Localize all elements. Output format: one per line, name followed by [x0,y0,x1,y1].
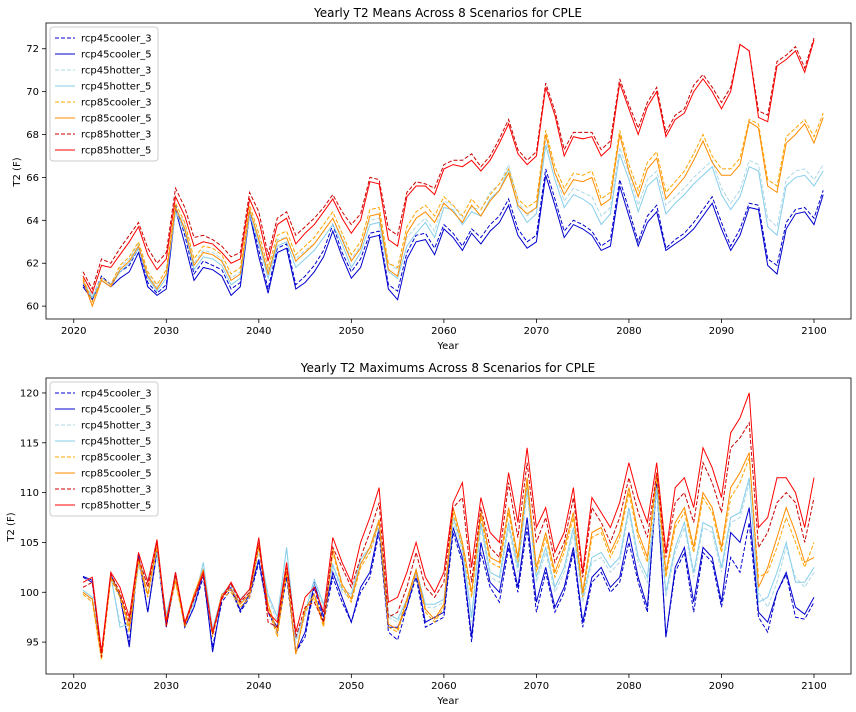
x-tick-label: 2040 [246,326,271,337]
series-line-rcp85hotter-3 [82,421,815,658]
x-tick-label: 2030 [154,326,179,337]
y-tick-label: 105 [20,538,39,549]
legend-entry-label: rcp85hotter_3 [81,130,151,141]
y-tick-label: 95 [26,638,39,649]
legend-entry-label: rcp45cooler_5 [81,405,152,416]
y-axis-label: T2 (F) [6,512,17,542]
legend-entry-label: rcp45cooler_3 [81,389,152,400]
legend-entry-label: rcp85hotter_5 [81,146,151,157]
x-tick-label: 2060 [431,681,456,692]
legend-entry-label: rcp45hotter_3 [81,66,151,77]
tick-layer: 2020 2030 2040 2050 2060 2070 2080 2090 2100 60 62… [26,44,826,337]
series-line-rcp45hotter-5 [82,145,824,299]
x-tick-label: 2020 [61,326,86,337]
y-tick-label: 66 [26,173,39,184]
series-line-rcp85hotter-5 [82,40,815,295]
x-tick-label: 2090 [709,326,734,337]
y-tick-label: 110 [20,488,39,499]
chart-title: Yearly T2 Maximums Across 8 Scenarios fo… [300,361,595,375]
series-line-rcp45cooler-5 [82,175,824,301]
x-tick-label: 2050 [339,326,364,337]
legend: rcp45cooler_3 rcp45cooler_5 rcp45hotter_3r… [49,26,159,162]
x-tick-label: 2070 [524,681,549,692]
y-tick-label: 70 [26,87,39,98]
chart-title: Yearly T2 Means Across 8 Scenarios for C… [313,6,582,20]
x-tick-label: 2060 [431,326,456,337]
y-tick-label: 62 [26,259,39,270]
series-line-rcp85hotter-5 [82,392,815,653]
maximums-chart: Yearly T2 Maximums Across 8 Scenarios fo… [6,361,852,707]
x-tick-label: 2070 [524,326,549,337]
series-line-rcp85cooler-3 [82,112,824,304]
legend-entry-label: rcp85cooler_3 [81,453,152,464]
plot-frame [45,377,852,675]
y-tick-label: 60 [26,302,39,313]
legend-entry-label: rcp45cooler_3 [81,34,152,45]
y-axis-label: T2 (F) [12,157,23,187]
y-tick-label: 100 [20,588,39,599]
plot-frame [45,22,852,320]
x-tick-label: 2050 [339,681,364,692]
legend-entry-label: rcp45hotter_5 [81,437,151,448]
series-line-rcp85cooler-5 [82,452,815,658]
legend-box [49,26,159,162]
series-line-rcp45cooler-5 [82,482,815,655]
legend-entry-label: rcp85cooler_5 [81,114,152,125]
legend-entry-label: rcp45hotter_5 [81,82,151,93]
legend: rcp45cooler_3 rcp45cooler_5 rcp45hotter_3r… [49,381,159,517]
x-tick-label: 2100 [801,326,826,337]
y-tick-label: 120 [20,388,39,399]
y-tick-label: 68 [26,130,39,141]
y-tick-label: 115 [20,438,39,449]
x-tick-label: 2100 [801,681,826,692]
legend-entry-label: rcp45hotter_3 [81,421,151,432]
tick-layer: 2020 2030 2040 2050 2060 2070 2080 2090 2100 95 10… [20,388,827,692]
x-tick-label: 2020 [61,681,86,692]
series-line-rcp45cooler-3 [82,168,824,299]
series-layer [82,37,824,308]
legend-entry-label: rcp85hotter_3 [81,485,151,496]
legend-entry-label: rcp85hotter_5 [81,501,151,512]
series-layer [82,392,815,661]
x-axis-label: Year [436,696,459,707]
means-chart: Yearly T2 Means Across 8 Scenarios for C… [12,6,852,352]
x-tick-label: 2040 [246,681,271,692]
x-tick-label: 2030 [154,681,179,692]
legend-entry-label: rcp45cooler_5 [81,50,152,61]
legend-entry-label: rcp85cooler_5 [81,469,152,480]
y-tick-label: 64 [26,216,39,227]
legend-box [49,381,159,517]
series-line-rcp85hotter-3 [82,37,815,291]
legend-entry-label: rcp85cooler_3 [81,98,152,109]
y-tick-label: 72 [26,44,39,55]
x-tick-label: 2090 [709,681,734,692]
x-tick-label: 2080 [616,326,641,337]
x-axis-label: Year [436,341,459,352]
series-line-rcp85cooler-5 [82,117,824,308]
x-tick-label: 2080 [616,681,641,692]
